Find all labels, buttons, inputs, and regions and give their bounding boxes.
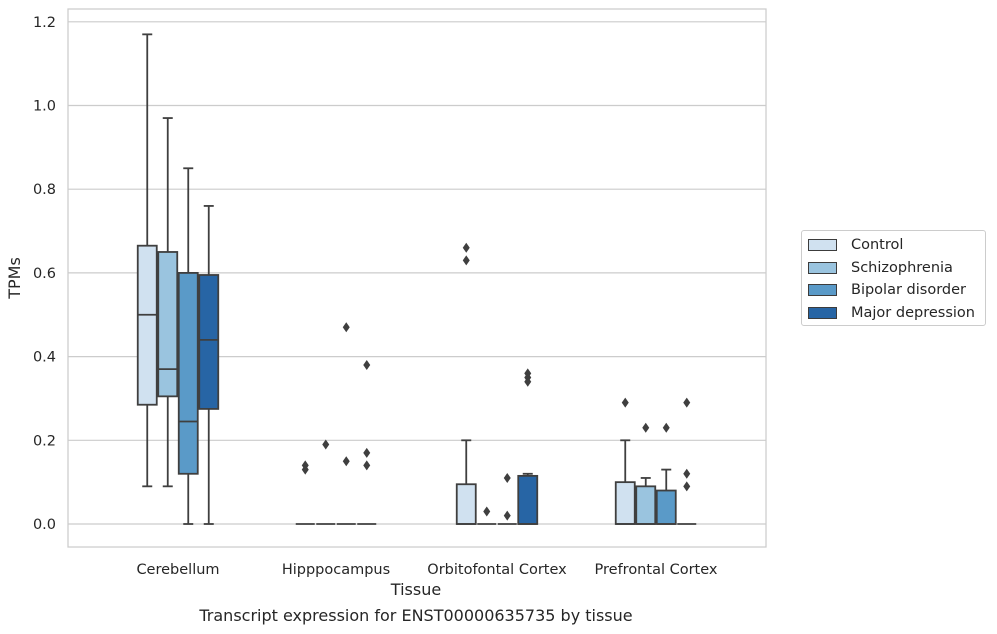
x-tick-label: Hipppocampus <box>282 562 390 578</box>
outlier-point <box>462 255 470 266</box>
box-group <box>177 167 199 525</box>
x-tick-labels: Cerebellum Hipppocampus Orbitofontal Corte… <box>136 562 717 578</box>
legend-item-schizophrenia: Schizophrenia <box>808 257 953 279</box>
box-group <box>517 368 539 525</box>
y-tick-labels: 0.0 0.2 0.4 0.6 0.8 1.0 1.2 <box>33 15 56 533</box>
outlier-point <box>301 464 309 475</box>
box-group <box>455 242 477 525</box>
outlier-point <box>503 472 511 483</box>
y-tick-label: 0.4 <box>33 350 56 366</box>
outlier-point <box>683 481 691 492</box>
box-group <box>336 322 356 525</box>
y-tick-label: 1.0 <box>33 99 56 115</box>
outlier-point <box>342 456 350 467</box>
legend-swatch <box>808 307 837 319</box>
legend-label: Major depression <box>851 305 975 321</box>
x-tick-label: Cerebellum <box>136 562 219 578</box>
box-group <box>477 506 497 525</box>
x-axis-label: Tissue <box>390 580 441 599</box>
box-group <box>136 33 158 488</box>
outlier-point <box>363 359 371 370</box>
outlier-point <box>462 242 470 253</box>
y-tick-label: 0.0 <box>33 517 56 533</box>
legend-item-control: Control <box>808 234 903 256</box>
box <box>635 485 657 525</box>
outlier-point <box>621 397 629 408</box>
box <box>157 251 179 398</box>
legend-swatch <box>808 284 837 296</box>
outlier-point <box>342 322 350 333</box>
legend-swatch <box>808 262 837 274</box>
box <box>198 274 220 410</box>
box-group <box>655 422 677 525</box>
box-group <box>635 422 657 525</box>
y-tick-label: 1.2 <box>33 15 56 31</box>
box-group <box>357 359 377 525</box>
box <box>455 483 477 525</box>
legend-swatch <box>808 239 837 251</box>
y-tick-label: 0.2 <box>33 433 56 449</box>
legend-item-major-depression: Major depression <box>808 302 975 324</box>
y-axis-label: TPMs <box>5 257 24 300</box>
box-group <box>497 472 517 525</box>
box-group <box>677 397 697 525</box>
box-group <box>316 439 336 525</box>
outlier-point <box>642 422 650 433</box>
y-tick-label: 0.8 <box>33 182 56 198</box>
box-group <box>198 205 220 525</box>
box <box>614 481 636 525</box>
plot-frame <box>67 8 767 548</box>
outlier-point <box>483 506 491 517</box>
outlier-point <box>322 439 330 450</box>
y-tick-label: 0.6 <box>33 266 56 282</box>
outlier-point <box>524 376 532 387</box>
legend-label: Schizophrenia <box>851 260 953 276</box>
box-group <box>614 397 636 525</box>
chart-caption: Transcript expression for ENST0000063573… <box>199 606 633 625</box>
legend: Control Schizophrenia Bipolar disorder M… <box>801 230 986 326</box>
legend-item-bipolar-disorder: Bipolar disorder <box>808 279 966 301</box>
box-group <box>295 460 315 525</box>
outlier-point <box>662 422 670 433</box>
outlier-point <box>683 468 691 479</box>
box <box>517 474 539 525</box>
box-series <box>136 33 697 525</box>
box <box>177 271 199 475</box>
x-tick-label: Orbitofontal Cortex <box>427 562 567 578</box>
box <box>655 489 677 525</box>
outlier-point <box>503 510 511 521</box>
outlier-point <box>363 447 371 458</box>
box <box>136 244 158 406</box>
x-tick-label: Prefrontal Cortex <box>595 562 718 578</box>
box-group <box>157 117 179 488</box>
outlier-point <box>683 397 691 408</box>
outlier-point <box>363 460 371 471</box>
legend-label: Control <box>851 237 904 253</box>
legend-label: Bipolar disorder <box>851 282 966 298</box>
